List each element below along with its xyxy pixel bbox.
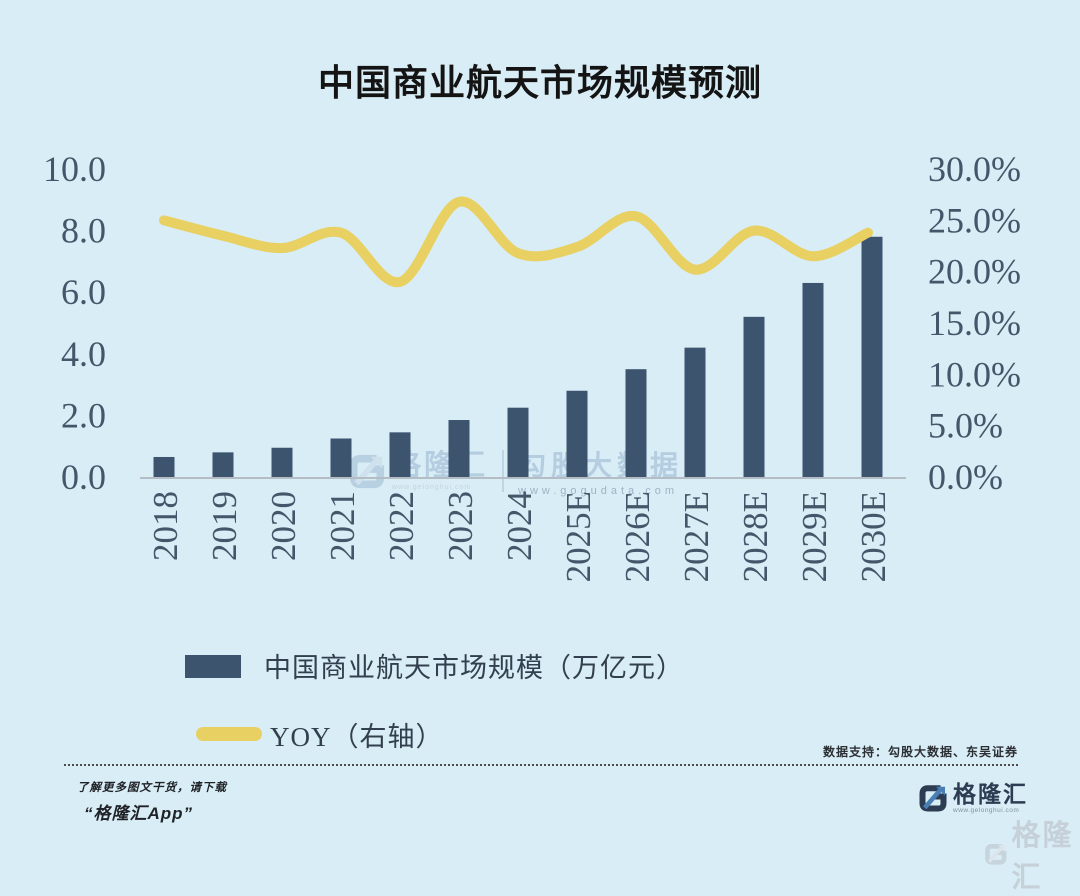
bar-2024 [507, 407, 529, 477]
footer-promo-line1: 了解更多图文干货，请下载 [77, 782, 227, 794]
x-axis-tick: 2018 [146, 491, 185, 561]
watermark-separator [502, 450, 505, 492]
right-axis-tick: 30.0% [928, 149, 1021, 189]
x-axis-tick: 2021 [323, 491, 362, 561]
right-axis-tick: 25.0% [928, 200, 1021, 240]
bar-2026E [625, 369, 647, 477]
bar-2022 [389, 432, 411, 477]
left-axis-tick: 2.0 [61, 395, 106, 435]
data-source-note: 数据支持：勾股大数据、东吴证券 [822, 745, 1018, 759]
left-axis-tick: 8.0 [61, 211, 106, 251]
gelonghui-logo-icon [349, 454, 385, 489]
right-axis-tick: 15.0% [928, 303, 1021, 343]
x-axis-tick: 2026E [618, 491, 657, 582]
right-axis-tick: 0.0% [928, 457, 1003, 497]
watermark-partner-url: www.gogudata.com [518, 485, 679, 497]
right-axis-tick: 20.0% [928, 252, 1021, 292]
bar-2029E [802, 282, 824, 477]
footer-promo-line2: “格隆汇App” [84, 804, 194, 823]
x-axis-tick: 2025E [559, 491, 598, 582]
corner-watermark: 格隆汇 [984, 812, 1080, 896]
x-axis-tick: 2030E [854, 491, 893, 582]
x-axis-tick: 2029E [795, 491, 834, 582]
x-axis-tick: 2027E [677, 491, 716, 582]
gelonghui-logo-icon [985, 843, 1007, 865]
x-axis-tick: 2019 [205, 491, 244, 561]
chart-title: 中国商业航天市场规模预测 [317, 62, 762, 103]
right-axis-tick: 5.0% [928, 406, 1003, 446]
bar-2020 [271, 447, 293, 477]
legend-line-label: YOY（右轴） [270, 722, 444, 752]
yoy-line [159, 196, 873, 287]
right-axis-tick: 10.0% [928, 354, 1021, 394]
brand-url: www.gelonghui.com [953, 807, 1020, 814]
brand-name: 格隆汇 [953, 781, 1028, 807]
bar-2023 [448, 420, 470, 477]
left-axis-tick: 10.0 [43, 149, 106, 189]
chart-plot-area: 0.0 2.0 4.0 6.0 8.0 10.0 0.0% 5.0% 10.0% 15.0% 20.… [43, 149, 1021, 582]
x-axis-tick: 2020 [264, 491, 303, 561]
watermark-partner-text: 勾股大数据 [518, 450, 684, 481]
left-axis-tick: 6.0 [61, 272, 106, 312]
footer-divider [64, 764, 1018, 766]
legend-bar-swatch [185, 655, 241, 678]
x-axis-tick: 2028E [736, 491, 775, 582]
bar-2019 [212, 452, 234, 477]
watermark-brand-url: www.gelonghui.com [392, 484, 472, 491]
x-axis-tick: 2022 [382, 491, 421, 561]
legend-bar-label: 中国商业航天市场规模（万亿元） [264, 653, 684, 683]
left-axis-tick: 0.0 [61, 457, 106, 497]
bar-2018 [153, 456, 175, 477]
corner-watermark-text: 格隆汇 [1011, 820, 1074, 894]
bar-2030E [861, 236, 883, 477]
bar-2021 [330, 438, 352, 477]
gelonghui-logo-icon [919, 785, 947, 812]
x-axis-tick: 2024 [500, 491, 539, 561]
x-axis-tick: 2023 [441, 491, 480, 561]
bar-2025E [566, 390, 588, 477]
gelonghui-brand-block: 格隆汇 www.gelonghui.com [918, 782, 1028, 814]
legend-line-swatch [196, 727, 262, 741]
bar-2028E [743, 316, 765, 477]
bar-2027E [684, 347, 706, 477]
left-axis-tick: 4.0 [61, 334, 106, 374]
